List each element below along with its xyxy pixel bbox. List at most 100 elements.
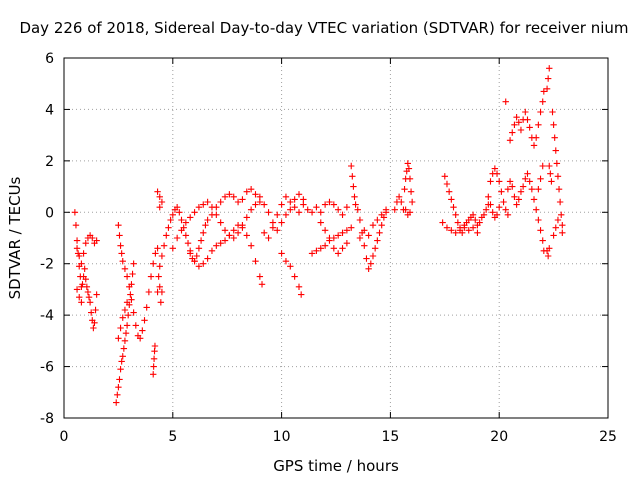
- data-point: [343, 239, 351, 247]
- data-point: [182, 219, 190, 226]
- data-point: [113, 399, 120, 406]
- data-point: [504, 211, 512, 219]
- y-tick-label: 6: [45, 51, 54, 67]
- data-point: [114, 391, 121, 399]
- data-point: [278, 201, 285, 208]
- data-point: [239, 196, 246, 203]
- data-point: [530, 142, 538, 149]
- data-point: [141, 317, 148, 324]
- data-point: [178, 227, 185, 234]
- plot-frame: [63, 57, 609, 419]
- data-point: [226, 191, 233, 198]
- data-point: [356, 216, 364, 224]
- data-point: [117, 242, 124, 249]
- data-point: [308, 250, 316, 257]
- data-point: [548, 178, 555, 185]
- data-point: [243, 232, 250, 239]
- data-point: [282, 257, 290, 265]
- data-point: [200, 201, 207, 208]
- data-point: [539, 237, 546, 244]
- data-point: [532, 134, 540, 141]
- data-point: [129, 270, 136, 278]
- data-point: [221, 227, 229, 234]
- data-point: [156, 193, 163, 201]
- data-points: [71, 65, 566, 406]
- data-point: [469, 211, 477, 219]
- data-point: [145, 288, 153, 296]
- data-point: [195, 203, 203, 211]
- x-tick-label: 15: [381, 429, 399, 445]
- data-point: [348, 162, 355, 170]
- data-point: [230, 227, 237, 234]
- data-point: [506, 178, 514, 185]
- data-point: [147, 273, 155, 280]
- data-point: [73, 237, 81, 244]
- data-point: [173, 203, 181, 211]
- x-tick-label: 10: [273, 429, 291, 445]
- data-point: [252, 257, 259, 265]
- data-point: [204, 198, 211, 206]
- data-point: [155, 273, 162, 280]
- data-point: [278, 250, 285, 257]
- x-tick-label: 25: [599, 429, 617, 445]
- data-point: [150, 355, 158, 363]
- data-point: [543, 85, 551, 93]
- data-point: [85, 293, 93, 301]
- data-point: [117, 365, 124, 373]
- data-point: [234, 221, 242, 229]
- y-tick-label: 0: [45, 205, 54, 221]
- data-point: [221, 193, 229, 201]
- data-point: [351, 193, 358, 201]
- data-point: [511, 121, 518, 129]
- data-point: [326, 234, 333, 242]
- data-point: [339, 229, 346, 237]
- data-point: [519, 183, 527, 190]
- data-point: [295, 191, 303, 198]
- data-point: [491, 165, 499, 172]
- data-point: [160, 242, 168, 249]
- data-point: [404, 211, 412, 219]
- data-point: [469, 224, 477, 231]
- data-point: [395, 193, 403, 201]
- data-point: [443, 180, 451, 188]
- data-point: [537, 175, 544, 183]
- data-point: [528, 185, 536, 193]
- data-point: [119, 353, 126, 360]
- data-point: [117, 324, 124, 332]
- data-point: [378, 211, 385, 219]
- data-point: [515, 119, 522, 126]
- y-tick-label: -8: [40, 411, 54, 427]
- data-point: [208, 247, 216, 255]
- data-point: [476, 219, 483, 226]
- data-point: [86, 299, 94, 306]
- data-point: [511, 193, 518, 201]
- data-point: [80, 250, 87, 257]
- data-point: [169, 211, 176, 219]
- data-point: [193, 252, 200, 260]
- data-point: [282, 211, 290, 219]
- y-tick-label: -6: [40, 360, 54, 376]
- data-point: [154, 188, 161, 195]
- data-point: [330, 245, 338, 252]
- data-point: [121, 337, 129, 345]
- data-point: [480, 211, 488, 219]
- axis-ticks: 0 5 10 15 20 25 -8 -6 -4 -2 0 2 4 6: [40, 51, 617, 445]
- data-point: [524, 170, 531, 177]
- data-point: [150, 371, 157, 378]
- data-point: [535, 216, 542, 224]
- data-point: [487, 201, 494, 208]
- data-point: [176, 209, 183, 216]
- data-point: [178, 216, 185, 224]
- data-point: [150, 260, 157, 267]
- data-point: [132, 322, 140, 329]
- data-point: [452, 229, 459, 237]
- data-point: [509, 183, 516, 190]
- data-point: [361, 242, 368, 249]
- data-point: [230, 193, 237, 201]
- data-point: [260, 229, 268, 237]
- data-point: [121, 306, 129, 314]
- data-point: [120, 345, 128, 352]
- data-point: [559, 221, 566, 229]
- data-point: [558, 211, 565, 219]
